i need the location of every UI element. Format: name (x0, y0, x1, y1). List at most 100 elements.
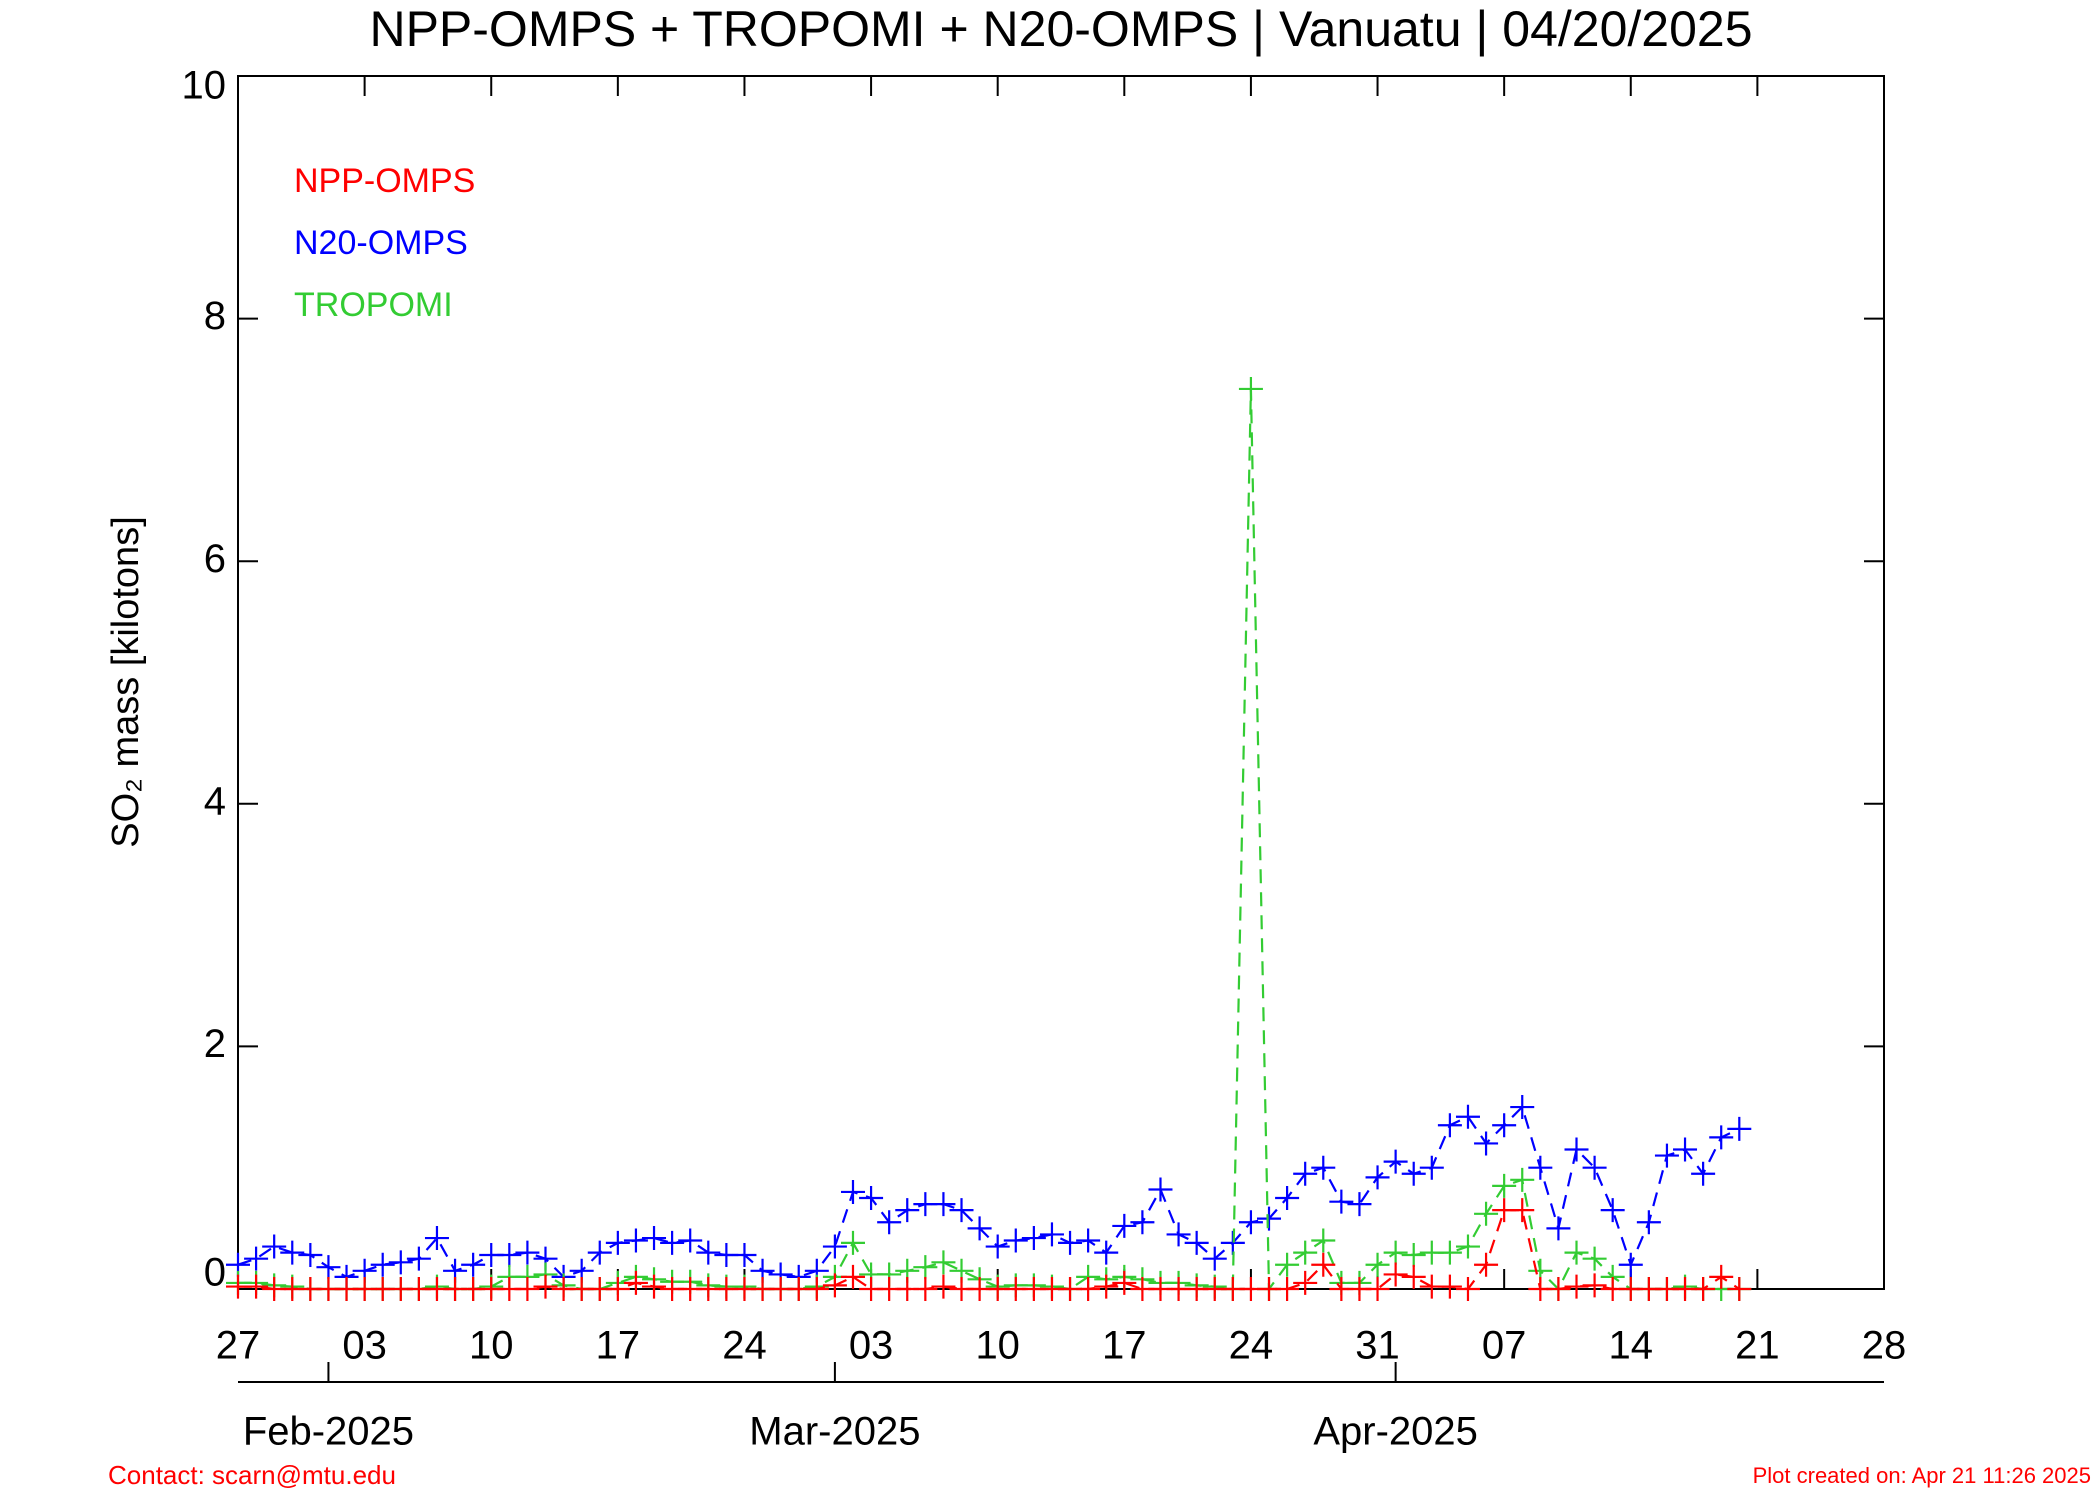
x-tick-label: 31 (1355, 1324, 1400, 1368)
data-point (1383, 1240, 1408, 1265)
data-point (1383, 1149, 1408, 1174)
data-point (1347, 1192, 1372, 1217)
data-point (1600, 1198, 1625, 1223)
x-tick-label: 24 (722, 1324, 767, 1368)
data-point (1293, 1270, 1318, 1295)
data-point (1365, 1252, 1390, 1277)
y-tick-label: 4 (204, 779, 226, 823)
data-point (859, 1186, 884, 1211)
data-point (1293, 1161, 1318, 1186)
month-label: Apr-2025 (1313, 1410, 1478, 1454)
data-point (605, 1230, 630, 1255)
series-line (238, 388, 1740, 1293)
x-tick-label: 07 (1482, 1324, 1527, 1368)
data-point (1275, 1252, 1300, 1277)
x-tick-label: 17 (596, 1324, 641, 1368)
data-point (1039, 1222, 1064, 1247)
data-point (1727, 1116, 1752, 1141)
data-point (877, 1210, 902, 1235)
data-point (1636, 1210, 1661, 1235)
data-point (1003, 1228, 1028, 1253)
data-point (895, 1198, 920, 1223)
data-point (1455, 1104, 1480, 1129)
data-point (1455, 1234, 1480, 1259)
contact: Contact: scarn@mtu.edu (108, 1460, 396, 1490)
data-point (1691, 1161, 1716, 1186)
data-point (1474, 1252, 1499, 1277)
x-tick-label: 03 (342, 1324, 387, 1368)
y-axis-label: SO₂ mass [kilotons] (105, 516, 147, 848)
data-point (822, 1234, 847, 1259)
data-point (515, 1277, 540, 1301)
data-point (1618, 1252, 1643, 1277)
month-label: Mar-2025 (749, 1410, 920, 1454)
x-tick-label: 03 (849, 1324, 894, 1368)
data-point (1257, 1206, 1282, 1231)
y-tick-label: 2 (204, 1022, 226, 1066)
data-point (1166, 1222, 1191, 1247)
data-point (280, 1240, 305, 1265)
data-point (406, 1246, 431, 1271)
plot-frame (237, 75, 1885, 1290)
data-point (388, 1250, 413, 1275)
data-point (1419, 1155, 1444, 1180)
y-tick-label: 8 (204, 294, 226, 338)
data-point (1094, 1274, 1119, 1299)
data-point (461, 1252, 486, 1277)
data-point (1709, 1264, 1734, 1289)
data-point (587, 1240, 612, 1265)
data-point (678, 1228, 703, 1253)
data-point (533, 1274, 558, 1299)
data-point (1654, 1143, 1679, 1168)
data-point (1510, 1198, 1535, 1223)
data-point (1455, 1277, 1480, 1301)
legend-entry: TROPOMI (294, 286, 453, 324)
data-point (1546, 1216, 1571, 1241)
data-point (967, 1216, 992, 1241)
data-point (1546, 1277, 1571, 1301)
data-point (840, 1230, 865, 1255)
data-point (1582, 1155, 1607, 1180)
data-point (1112, 1270, 1137, 1295)
data-point (696, 1240, 721, 1265)
data-point (931, 1250, 956, 1275)
y-tick-label: 6 (204, 537, 226, 581)
data-point (262, 1234, 287, 1259)
data-point (1365, 1165, 1390, 1190)
data-point (1021, 1226, 1046, 1251)
data-point (1492, 1113, 1517, 1138)
data-point (732, 1243, 757, 1268)
data-point (370, 1252, 395, 1277)
data-point (985, 1234, 1010, 1259)
data-point (316, 1255, 341, 1280)
data-point (949, 1198, 974, 1223)
data-point (1474, 1201, 1499, 1226)
data-point (1492, 1173, 1517, 1198)
data-point (298, 1243, 323, 1268)
data-point (1275, 1277, 1300, 1301)
data-point (1365, 1277, 1390, 1301)
data-point (1329, 1189, 1354, 1214)
data-point (1673, 1137, 1698, 1162)
data-point (1238, 1210, 1263, 1235)
data-point (1202, 1246, 1227, 1271)
data-point (515, 1240, 540, 1265)
created-note: Plot created on: Apr 21 11:26 2025 (1753, 1463, 2091, 1488)
x-tick-label: 17 (1102, 1324, 1147, 1368)
data-point (1112, 1213, 1137, 1238)
data-point (1401, 1264, 1426, 1289)
data-point (1510, 1095, 1535, 1120)
data-point (913, 1255, 938, 1280)
data-point (840, 1264, 865, 1289)
series-line (238, 1209, 1740, 1291)
data-point (840, 1179, 865, 1204)
data-point (660, 1230, 685, 1255)
data-point (623, 1270, 648, 1295)
data-point (1709, 1125, 1734, 1150)
data-point (1582, 1246, 1607, 1271)
data-point (804, 1277, 829, 1301)
data-point (1437, 1274, 1462, 1299)
data-point (642, 1274, 667, 1299)
data-point (1238, 376, 1263, 401)
